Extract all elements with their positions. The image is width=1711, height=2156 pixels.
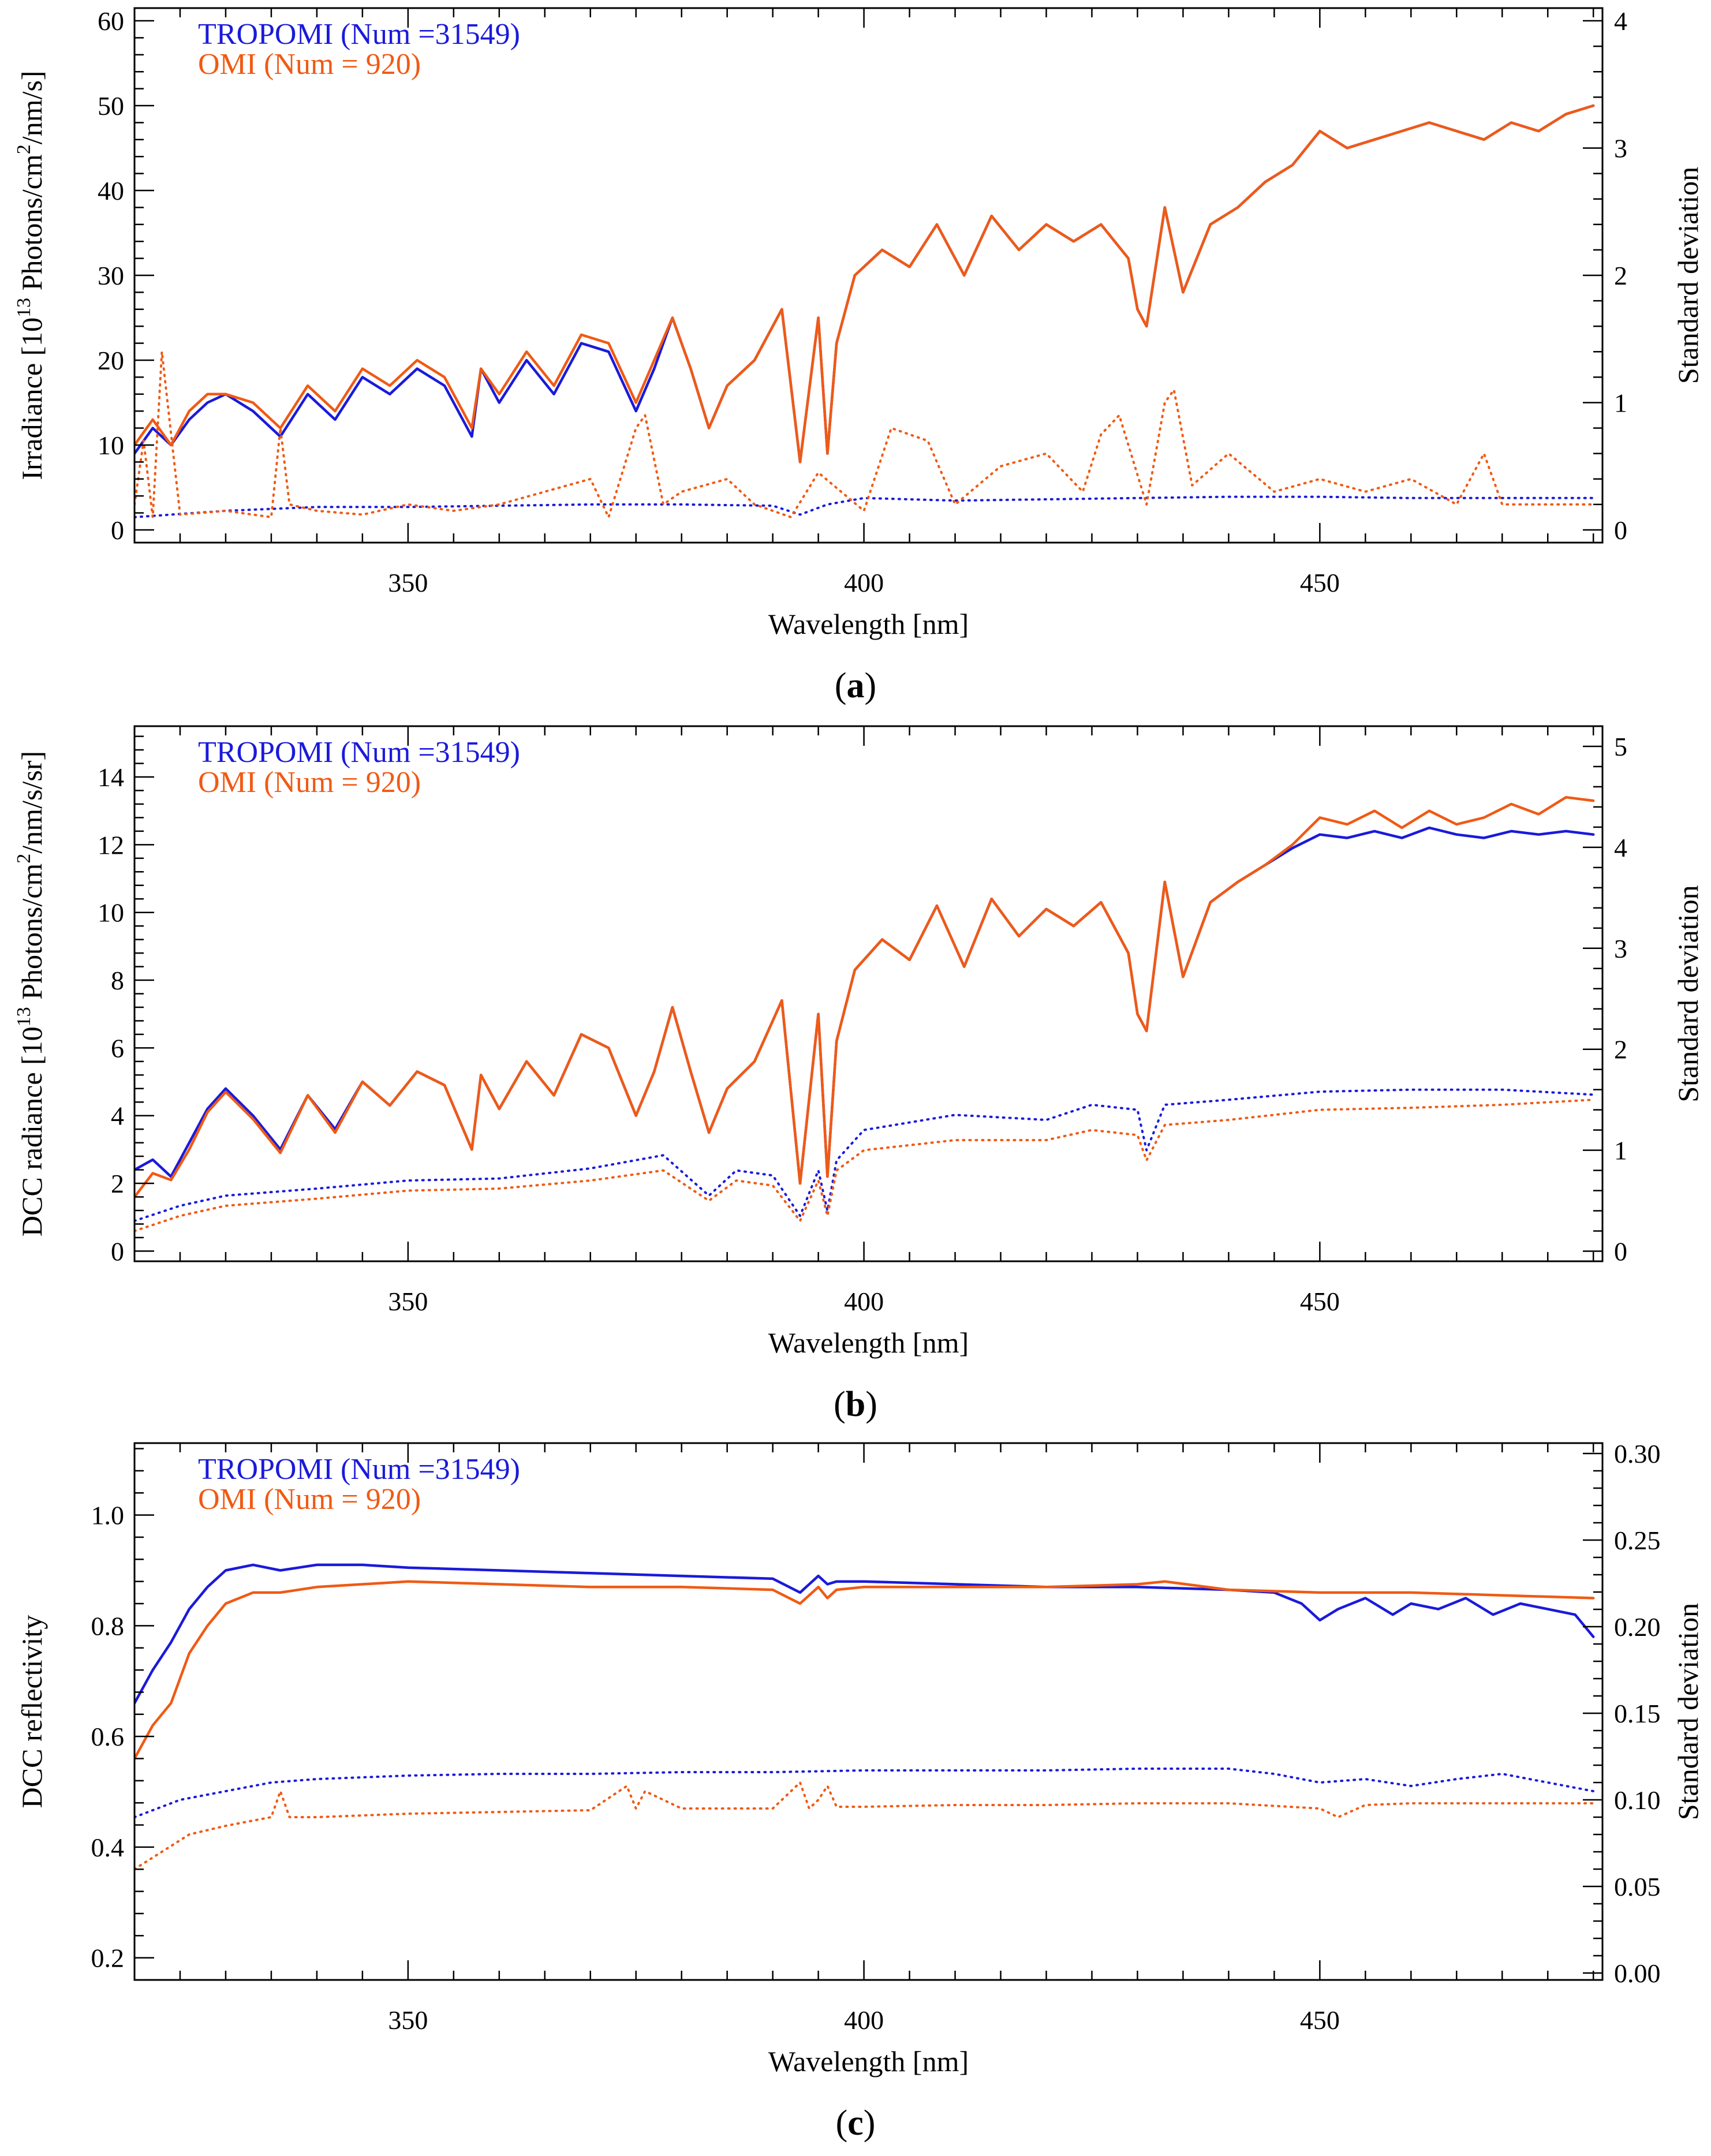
x-axis-label: Wavelength [nm] xyxy=(768,1327,969,1359)
series-line-omi xyxy=(135,1580,1595,1760)
y2-tick-label: 1 xyxy=(1614,388,1627,417)
y-tick-label: 12 xyxy=(98,830,124,860)
series-line-omi-std xyxy=(135,1781,1595,1870)
panel-caption-letter: a xyxy=(847,666,865,705)
y2-axis-label: Standard deviation xyxy=(1672,1603,1704,1820)
y-tick-label: 4 xyxy=(111,1101,124,1131)
series-line-tropomi-std xyxy=(135,1768,1595,1818)
series-group xyxy=(135,1563,1595,1870)
x-tick-label: 400 xyxy=(844,1287,884,1316)
x-axis-label: Wavelength [nm] xyxy=(768,608,969,640)
y2-tick-label: 0.00 xyxy=(1614,1959,1661,1988)
panel-caption: (a) xyxy=(835,666,876,705)
panel-c: 350 400 450 0.2 0.4 0.6 0.8 1.0 0.00 0.05 0.10 0.15… xyxy=(16,1439,1704,2143)
series-line-tropomi xyxy=(135,1563,1595,1705)
y2-tick-label: 2 xyxy=(1614,1035,1627,1064)
y-tick-label: 8 xyxy=(111,966,124,995)
x-tick-label: 400 xyxy=(844,2005,884,2035)
y-axis-label-part: Irradiance [10 xyxy=(16,317,48,480)
legend-entry-tropomi: TROPOMI (Num =31549) xyxy=(198,1453,520,1486)
series-group xyxy=(135,795,1595,1232)
series-line-omi-std xyxy=(135,1098,1595,1232)
y-tick-label: 40 xyxy=(98,176,124,205)
x-tick-label: 400 xyxy=(844,568,884,597)
y-axis-label-part: /nm/s/sr] xyxy=(16,751,48,854)
y-axis-label-part: 2 xyxy=(13,144,35,154)
legend-entry-omi: OMI (Num = 920) xyxy=(198,1483,421,1516)
y-tick-label: 50 xyxy=(98,91,124,121)
y2-tick-label: 0.05 xyxy=(1614,1872,1661,1901)
series-line-omi xyxy=(135,795,1595,1198)
x-tick-label: 350 xyxy=(388,2005,428,2035)
y2-tick-label: 4 xyxy=(1614,833,1627,862)
legend-entry-tropomi: TROPOMI (Num =31549) xyxy=(198,736,520,769)
legend-entry-omi: OMI (Num = 920) xyxy=(198,48,421,81)
y2-tick-label: 3 xyxy=(1614,934,1627,963)
y-tick-label: 60 xyxy=(98,6,124,36)
y-axis-label-part: DCC radiance [10 xyxy=(16,1026,48,1236)
y-axis-label: DCC reflectivity xyxy=(16,1615,48,1809)
y2-tick-label: 0.20 xyxy=(1614,1612,1661,1642)
y-axis-label: DCC radiance [1013 Photons/cm2/nm/s/sr] xyxy=(13,751,48,1236)
plot-frame xyxy=(133,1442,1604,1981)
y-tick-label: 0 xyxy=(111,515,124,545)
y-axis-label-part: 13 xyxy=(13,298,35,317)
y-axis-label: Irradiance [1013 Photons/cm2/nm/s] xyxy=(13,70,48,480)
y-axis-label-part: 2 xyxy=(13,854,35,864)
y-tick-label: 0.6 xyxy=(91,1722,125,1751)
y2-tick-label: 0.25 xyxy=(1614,1526,1661,1555)
x-tick-label: 450 xyxy=(1300,568,1340,597)
y2-tick-label: 1 xyxy=(1614,1136,1627,1165)
y2-tick-label: 4 xyxy=(1614,6,1627,36)
panel-caption: (b) xyxy=(834,1385,877,1424)
panel-a: 350 400 450 0 10 20 30 40 50 60 0 1 2 3 4 Wavelength [n… xyxy=(13,6,1704,705)
panel-caption-letter: b xyxy=(846,1385,865,1424)
y-tick-label: 0 xyxy=(111,1236,124,1266)
y-tick-label: 0.2 xyxy=(91,1944,125,1973)
x-axis-label: Wavelength [nm] xyxy=(768,2045,969,2077)
panel-caption-letter: c xyxy=(847,2103,864,2143)
y2-tick-label: 2 xyxy=(1614,261,1627,290)
y-tick-label: 0.4 xyxy=(91,1833,125,1862)
y-tick-label: 14 xyxy=(98,763,124,792)
y-tick-label: 20 xyxy=(98,346,124,375)
y2-tick-label: 0.30 xyxy=(1614,1439,1661,1469)
y2-axis-label: Standard deviation xyxy=(1672,885,1704,1102)
panel-caption: (c) xyxy=(836,2103,876,2143)
y-tick-label: 30 xyxy=(98,261,124,290)
legend-entry-omi: OMI (Num = 920) xyxy=(198,766,421,799)
y-tick-label: 6 xyxy=(111,1033,124,1063)
y2-tick-label: 0 xyxy=(1614,1237,1627,1266)
series-line-omi xyxy=(135,104,1595,464)
x-tick-label: 350 xyxy=(388,568,428,597)
y-axis-label-part: /nm/s] xyxy=(16,70,48,144)
series-group xyxy=(135,104,1595,518)
y2-axis-label: Standard deviation xyxy=(1672,167,1704,384)
y-axis-label-part: Photons/cm xyxy=(16,864,48,1007)
y-tick-label: 1.0 xyxy=(91,1501,125,1530)
y-axis-label-part: Photons/cm xyxy=(16,154,48,298)
x-tick-label: 450 xyxy=(1300,1287,1340,1316)
y2-tick-label: 3 xyxy=(1614,134,1627,163)
y-tick-label: 10 xyxy=(98,431,124,460)
series-line-omi-std xyxy=(135,350,1595,518)
y-tick-label: 10 xyxy=(98,898,124,928)
x-tick-label: 450 xyxy=(1300,2005,1340,2035)
x-tick-label: 350 xyxy=(388,1287,428,1316)
y2-tick-label: 0 xyxy=(1614,515,1627,545)
legend-entry-tropomi: TROPOMI (Num =31549) xyxy=(198,18,520,51)
y-tick-label: 2 xyxy=(111,1169,124,1198)
y2-tick-label: 5 xyxy=(1614,732,1627,761)
series-line-tropomi-std xyxy=(135,495,1595,518)
y-axis-label-part: 13 xyxy=(13,1007,35,1026)
y2-tick-label: 0.10 xyxy=(1614,1785,1661,1815)
y2-tick-label: 0.15 xyxy=(1614,1699,1661,1728)
y-tick-label: 0.8 xyxy=(91,1611,125,1641)
